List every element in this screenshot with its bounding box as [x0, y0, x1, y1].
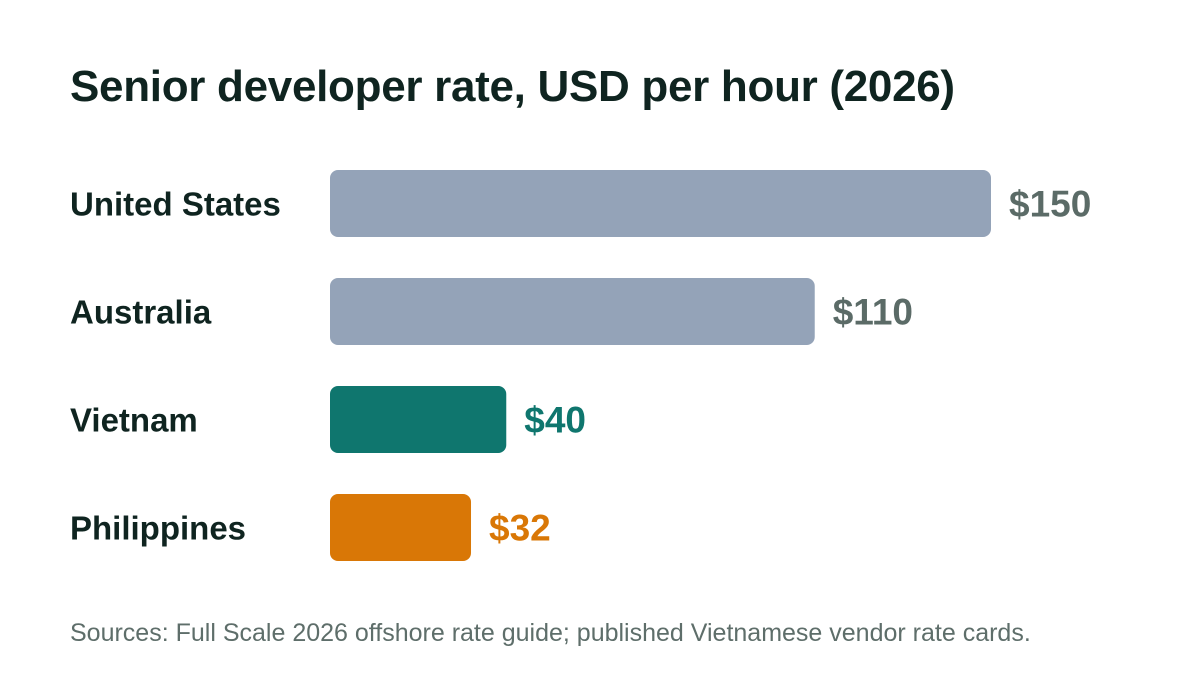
value-label-united-states: $150 — [1009, 184, 1091, 225]
category-label-philippines: Philippines — [70, 510, 246, 547]
category-label-united-states: United States — [70, 186, 281, 223]
category-label-australia: Australia — [70, 294, 212, 331]
bar-vietnam — [330, 386, 507, 453]
bar-philippines — [330, 494, 472, 561]
value-label-philippines: $32 — [489, 508, 551, 549]
chart-title: Senior developer rate, USD per hour (202… — [70, 62, 955, 111]
bar-united-states — [330, 170, 991, 237]
value-label-australia: $110 — [833, 292, 913, 333]
category-label-vietnam: Vietnam — [70, 402, 198, 439]
source-note: Sources: Full Scale 2026 offshore rate g… — [70, 619, 1031, 647]
bar-australia — [330, 278, 815, 345]
value-label-vietnam: $40 — [524, 400, 586, 441]
bar-chart: United States $150 Australia $110 Vietnam $40… — [70, 170, 1091, 561]
